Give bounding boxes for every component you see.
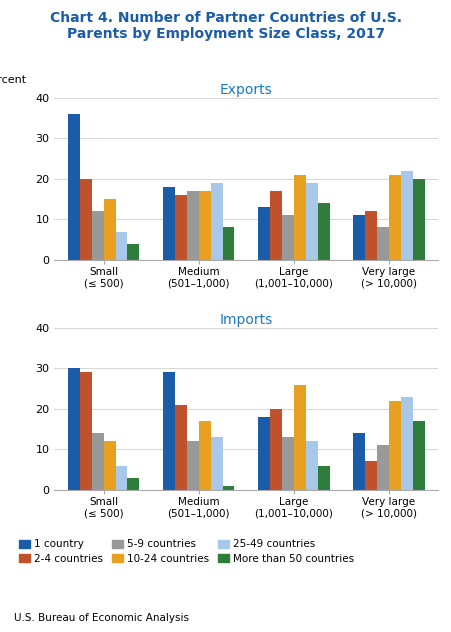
Bar — [412, 179, 423, 260]
Bar — [68, 114, 80, 260]
Bar — [400, 397, 412, 490]
Bar — [187, 441, 198, 490]
Bar — [210, 183, 222, 260]
Bar — [163, 372, 175, 490]
Bar — [92, 211, 103, 260]
Bar — [187, 191, 198, 260]
Bar — [103, 199, 115, 260]
Legend: 1 country, 2-4 countries, 5-9 countries, 10-24 countries, 25-49 countries, More : 1 country, 2-4 countries, 5-9 countries,… — [19, 540, 354, 564]
Bar — [388, 401, 400, 490]
Bar — [281, 216, 293, 260]
Bar — [317, 466, 329, 490]
Bar — [376, 446, 388, 490]
Text: U.S. Bureau of Economic Analysis: U.S. Bureau of Economic Analysis — [14, 612, 188, 623]
Text: Chart 4. Number of Partner Countries of U.S.
Parents by Employment Size Class, 2: Chart 4. Number of Partner Countries of … — [50, 11, 401, 42]
Bar — [388, 175, 400, 260]
Bar — [317, 204, 329, 260]
Bar — [80, 372, 92, 490]
Bar — [103, 441, 115, 490]
Bar — [127, 478, 139, 490]
Bar — [400, 171, 412, 260]
Bar — [163, 187, 175, 260]
Bar — [198, 421, 210, 490]
Bar — [376, 228, 388, 260]
Bar — [258, 207, 270, 260]
Bar — [92, 433, 103, 490]
Bar — [412, 421, 423, 490]
Bar — [210, 437, 222, 490]
Bar — [305, 441, 317, 490]
Bar — [353, 433, 364, 490]
Bar — [281, 437, 293, 490]
Bar — [198, 191, 210, 260]
Bar — [293, 175, 305, 260]
Bar — [175, 404, 187, 490]
Title: Exports: Exports — [220, 83, 272, 97]
Bar — [305, 183, 317, 260]
Bar — [270, 409, 281, 490]
Bar — [127, 244, 139, 260]
Bar — [115, 466, 127, 490]
Bar — [222, 228, 234, 260]
Bar — [222, 486, 234, 490]
Bar — [80, 179, 92, 260]
Bar — [270, 191, 281, 260]
Bar — [115, 231, 127, 260]
Text: Percent: Percent — [0, 75, 27, 85]
Bar — [258, 417, 270, 490]
Title: Imports: Imports — [219, 313, 272, 327]
Bar — [364, 211, 376, 260]
Bar — [364, 461, 376, 490]
Bar — [293, 384, 305, 490]
Bar — [68, 368, 80, 490]
Bar — [353, 216, 364, 260]
Bar — [175, 195, 187, 260]
